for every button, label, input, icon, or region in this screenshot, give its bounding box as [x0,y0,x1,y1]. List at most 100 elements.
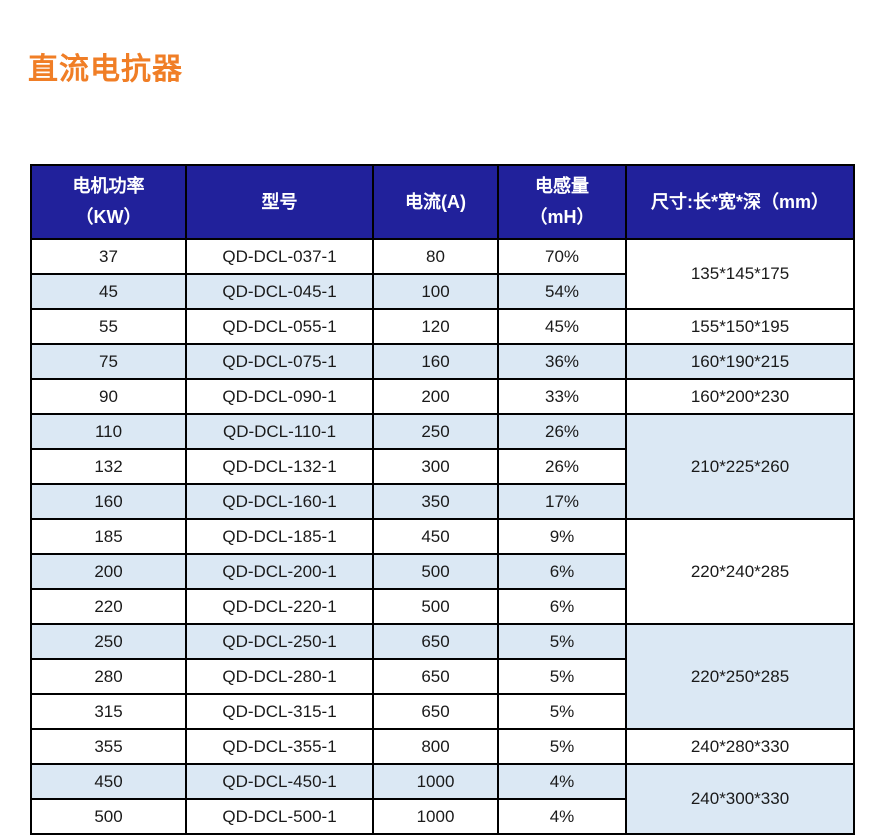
cell-power: 315 [30,693,187,730]
cell-power: 220 [30,588,187,625]
cell-inductance: 4% [497,798,627,835]
cell-dimensions: 210*225*260 [625,413,855,520]
cell-inductance: 54% [497,273,627,310]
cell-model: QD-DCL-055-1 [185,308,374,345]
cell-current: 500 [372,588,499,625]
table-row: 500 QD-DCL-500-1 1000 4% [30,798,854,835]
cell-model: QD-DCL-315-1 [185,693,374,730]
cell-model: QD-DCL-075-1 [185,343,374,380]
cell-inductance: 33% [497,378,627,415]
page-title: 直流电抗器 [28,53,183,86]
col-header-current-label: 电流(A) [405,191,466,212]
cell-power: 500 [30,798,187,835]
cell-model: QD-DCL-185-1 [185,518,374,555]
cell-model: QD-DCL-450-1 [185,763,374,800]
cell-inductance: 36% [497,343,627,380]
cell-power: 75 [30,343,187,380]
col-header-model-label: 型号 [261,191,298,212]
cell-inductance: 5% [497,623,627,660]
table-row: 90 QD-DCL-090-1 200 33% 160*200*230 [30,378,855,415]
cell-model: QD-DCL-355-1 [185,728,374,765]
cell-current: 100 [372,273,499,310]
cell-inductance: 6% [497,553,627,590]
cell-current: 500 [372,553,499,590]
table-row: 220 QD-DCL-220-1 500 6% [30,588,854,625]
cell-model: QD-DCL-500-1 [185,798,374,835]
cell-inductance: 5% [497,693,627,730]
cell-power: 280 [30,658,187,695]
cell-inductance: 45% [497,308,627,345]
table-row: 160 QD-DCL-160-1 350 17% [30,483,854,520]
table-row: 55 QD-DCL-055-1 120 45% 155*150*195 [30,308,855,345]
col-header-model: 型号 [185,164,374,240]
cell-model: QD-DCL-280-1 [185,658,374,695]
cell-model: QD-DCL-250-1 [185,623,374,660]
cell-current: 200 [372,378,499,415]
cell-model: QD-DCL-045-1 [185,273,374,310]
cell-power: 90 [30,378,187,415]
cell-current: 650 [372,623,499,660]
col-header-motor-power-line2: （KW） [75,207,142,227]
col-header-dimensions: 尺寸:长*宽*深（mm） [625,164,855,240]
col-header-inductance-line2: （mH） [529,207,595,227]
table-row: 37 QD-DCL-037-1 80 70% 135*145*175 [30,238,855,310]
cell-inductance: 9% [497,518,627,555]
cell-power: 450 [30,763,187,800]
table-row: 110 QD-DCL-110-1 250 26% 210*225*260 [30,413,855,520]
cell-dimensions: 155*150*195 [625,308,855,345]
cell-power: 185 [30,518,187,555]
col-header-current: 电流(A) [372,164,499,240]
table-row: 185 QD-DCL-185-1 450 9% 220*240*285 [30,518,855,625]
cell-dimensions: 220*240*285 [625,518,855,625]
cell-inductance: 70% [497,238,627,275]
cell-inductance: 26% [497,448,627,485]
cell-dimensions: 160*200*230 [625,378,855,415]
cell-power: 132 [30,448,187,485]
cell-inductance: 17% [497,483,627,520]
cell-model: QD-DCL-132-1 [185,448,374,485]
cell-power: 200 [30,553,187,590]
cell-power: 110 [30,413,187,450]
col-header-inductance-line1: 电感量 [535,176,589,197]
dc-reactor-spec-table: 电机功率 （KW） 型号 电流(A) 电感量 （mH） 尺寸:长*宽*深（mm） [30,164,855,835]
cell-model: QD-DCL-200-1 [185,553,374,590]
cell-dimensions: 135*145*175 [625,238,855,310]
table-row: 45 QD-DCL-045-1 100 54% [30,273,854,310]
table-row: 250 QD-DCL-250-1 650 5% 220*250*285 [30,623,855,730]
cell-dimensions: 220*250*285 [625,623,855,730]
cell-power: 55 [30,308,187,345]
cell-current: 1000 [372,798,499,835]
cell-model: QD-DCL-037-1 [185,238,374,275]
cell-power: 45 [30,273,187,310]
cell-current: 80 [372,238,499,275]
cell-current: 300 [372,448,499,485]
table-row: 75 QD-DCL-075-1 160 36% 160*190*215 [30,343,855,380]
table-row: 280 QD-DCL-280-1 650 5% [30,658,854,695]
cell-current: 650 [372,693,499,730]
table-row: 132 QD-DCL-132-1 300 26% [30,448,854,485]
cell-inductance: 5% [497,658,627,695]
cell-inductance: 26% [497,413,627,450]
cell-dimensions: 240*300*330 [625,763,855,835]
cell-model: QD-DCL-220-1 [185,588,374,625]
cell-current: 1000 [372,763,499,800]
cell-power: 250 [30,623,187,660]
cell-current: 800 [372,728,499,765]
col-header-motor-power-line1: 电机功率 [72,176,145,197]
header-row: 电机功率 （KW） 型号 电流(A) 电感量 （mH） 尺寸:长*宽*深（mm） [30,164,855,240]
col-header-dimensions-label: 尺寸:长*宽*深（mm） [650,191,829,212]
cell-inductance: 5% [497,728,627,765]
cell-current: 120 [372,308,499,345]
table-row: 450 QD-DCL-450-1 1000 4% 240*300*330 [30,763,855,835]
col-header-inductance: 电感量 （mH） [497,164,627,240]
cell-inductance: 4% [497,763,627,800]
cell-dimensions: 240*280*330 [625,728,855,765]
cell-power: 355 [30,728,187,765]
cell-current: 160 [372,343,499,380]
cell-model: QD-DCL-090-1 [185,378,374,415]
cell-current: 350 [372,483,499,520]
cell-model: QD-DCL-110-1 [185,413,374,450]
table-row: 200 QD-DCL-200-1 500 6% [30,553,854,590]
cell-current: 450 [372,518,499,555]
